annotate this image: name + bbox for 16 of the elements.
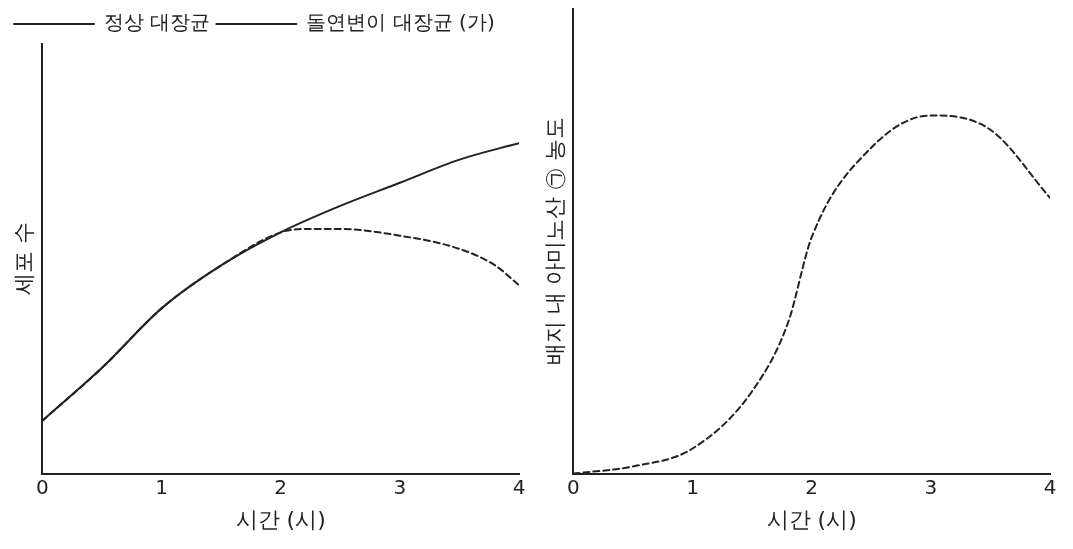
- x-tick-label: 2: [805, 474, 819, 499]
- x-tick-label: 1: [155, 474, 168, 499]
- x-tick-label: 0: [567, 474, 580, 499]
- x-tick-label: 1: [686, 474, 699, 499]
- x-axis-title: 시간 (시): [766, 506, 857, 532]
- x-tick-label: 4: [1043, 474, 1057, 499]
- x-tick-label: 0: [36, 474, 49, 499]
- x-axis-title: 시간 (시): [235, 506, 326, 532]
- x-tick-label: 3: [924, 474, 938, 499]
- x-tick-label: 3: [393, 474, 407, 499]
- y-axis-title: 배지 내 아미노산 ㉠ 농도: [541, 116, 567, 365]
- legend-label: 정상 대장균: [104, 10, 211, 35]
- x-tick-label: 2: [274, 474, 288, 499]
- y-axis-title: 세포 수: [10, 222, 36, 296]
- legend-label: 돌연변이 대장균 (가): [306, 10, 495, 35]
- x-tick-label: 4: [512, 474, 526, 499]
